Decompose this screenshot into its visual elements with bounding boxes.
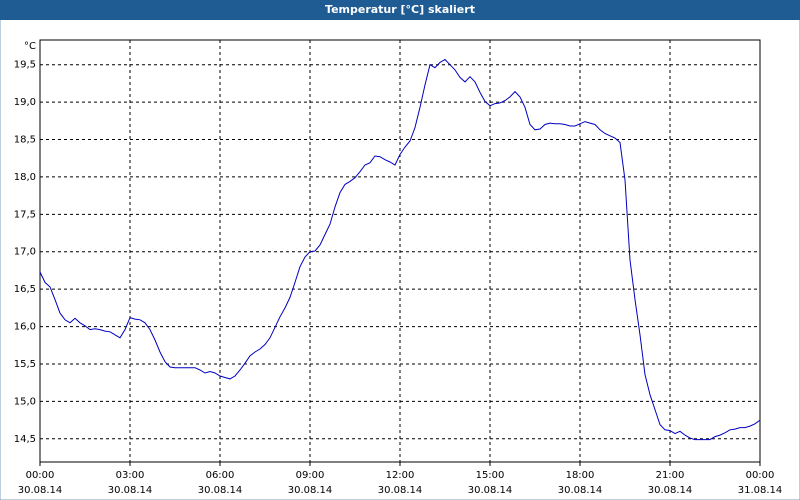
- x-tick-label: 15:00: [476, 470, 505, 481]
- x-tick-date: 30.08.14: [558, 485, 603, 496]
- x-tick-label: 12:00: [386, 470, 415, 481]
- y-tick-label: 18,0: [14, 172, 36, 183]
- x-tick-date: 30.08.14: [198, 485, 243, 496]
- y-tick-label: 19,5: [14, 60, 36, 71]
- y-unit: °C: [24, 41, 36, 52]
- x-tick-date: 30.08.14: [288, 485, 333, 496]
- x-tick-label: 00:00: [746, 470, 775, 481]
- y-tick-label: 18,5: [14, 135, 36, 146]
- x-tick-date: 30.08.14: [468, 485, 513, 496]
- x-tick-label: 21:00: [656, 470, 685, 481]
- y-tick-label: 14,5: [14, 434, 36, 445]
- x-tick-label: 18:00: [566, 470, 595, 481]
- x-tick-date: 30.08.14: [648, 485, 693, 496]
- y-tick-label: 19,0: [14, 97, 36, 108]
- y-tick-label: 17,5: [14, 209, 36, 220]
- x-tick-date: 30.08.14: [18, 485, 63, 496]
- y-tick-label: 17,0: [14, 247, 36, 258]
- y-tick-label: 15,0: [14, 396, 36, 407]
- x-tick-label: 00:00: [26, 470, 55, 481]
- data-line: [39, 58, 761, 441]
- y-tick-label: 15,5: [14, 359, 36, 370]
- x-tick-date: 31.08.14: [738, 485, 783, 496]
- x-tick-date: 30.08.14: [108, 485, 153, 496]
- x-tick-label: 03:00: [116, 470, 145, 481]
- chart-title: Temperatur [°C] skaliert: [325, 3, 475, 16]
- x-tick-label: 09:00: [296, 470, 325, 481]
- y-tick-label: 16,5: [14, 284, 36, 295]
- x-tick-label: 06:00: [206, 470, 235, 481]
- x-tick-date: 30.08.14: [378, 485, 423, 496]
- y-tick-label: 16,0: [14, 322, 36, 333]
- title-bar: [0, 0, 800, 20]
